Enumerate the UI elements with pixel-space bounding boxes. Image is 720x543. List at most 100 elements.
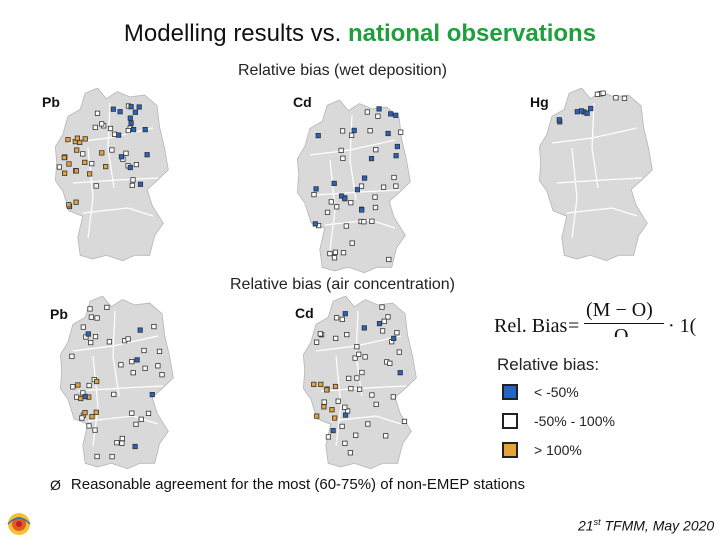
station-marker-mid (344, 332, 350, 338)
station-marker-mid (340, 250, 347, 256)
formula-fraction-bar (584, 323, 664, 324)
station-marker-mid (142, 365, 148, 371)
station-marker-mid (129, 359, 135, 365)
map-pb-air-concentration (53, 296, 177, 474)
station-marker-mid (372, 204, 379, 211)
wet-deposition-heading: Relative bias (wet deposition) (238, 62, 447, 79)
station-marker-low (330, 427, 336, 434)
station-marker-mid (357, 386, 363, 392)
station-marker-low (312, 221, 318, 227)
station-marker-mid (373, 147, 379, 153)
station-marker-mid (133, 421, 139, 427)
station-marker-mid (369, 218, 375, 224)
formula-multiplier: · 1( (668, 315, 697, 337)
station-marker-mid (379, 304, 385, 310)
station-marker-mid (88, 340, 94, 346)
station-marker-mid (331, 255, 338, 261)
station-marker-mid (325, 434, 332, 440)
station-marker-low (376, 320, 383, 327)
state-border (571, 147, 578, 239)
station-marker-low (385, 130, 391, 137)
station-marker-mid (119, 435, 125, 442)
station-marker-mid (346, 375, 352, 381)
station-marker-mid (313, 339, 320, 345)
map-label-hg-wet: Hg (530, 94, 549, 110)
station-marker-high (82, 410, 88, 416)
legend-label-low: < -50% (534, 384, 579, 400)
station-marker-mid (333, 335, 339, 342)
station-marker-low (556, 117, 562, 123)
station-marker-mid (327, 250, 333, 257)
station-marker-mid (401, 418, 408, 424)
station-marker-mid (348, 200, 354, 206)
station-marker-mid (79, 415, 85, 421)
station-marker-mid (600, 90, 606, 96)
station-marker-mid (361, 219, 367, 225)
map-label-cd-wet: Cd (293, 94, 312, 110)
station-marker-mid (332, 249, 339, 255)
slide-title: Modelling results vs. national observati… (0, 20, 720, 48)
station-marker-low (359, 207, 365, 213)
station-marker-low (394, 143, 400, 150)
station-marker-mid (375, 113, 381, 119)
station-marker-low (144, 152, 150, 158)
station-marker-low (342, 196, 348, 202)
station-marker-mid (334, 204, 340, 210)
pb-wet-svg (54, 88, 169, 262)
station-marker-low (137, 327, 143, 333)
station-marker-low (331, 180, 337, 186)
hg-wet-svg (538, 88, 653, 262)
station-marker-mid (367, 128, 373, 134)
station-marker-mid (317, 331, 323, 337)
station-marker-mid (354, 375, 360, 381)
station-marker-mid (347, 450, 354, 456)
station-marker-mid (109, 147, 115, 153)
station-marker-mid (338, 147, 344, 154)
conclusion-bullet: Ø Reasonable agreement for the most (60-7… (50, 476, 525, 493)
station-marker-mid (94, 110, 101, 116)
state-border (556, 177, 643, 184)
title-plain: Modelling results vs. (123, 20, 349, 47)
station-marker-high (318, 381, 324, 387)
station-marker-mid (335, 398, 341, 404)
station-marker-low (142, 127, 148, 133)
station-marker-mid (349, 132, 355, 138)
station-marker-mid (86, 423, 92, 429)
station-marker-mid (342, 404, 348, 410)
station-marker-mid (339, 423, 345, 429)
station-marker-low (368, 156, 375, 162)
station-marker-high (61, 155, 67, 161)
station-marker-low (315, 133, 321, 139)
station-marker-mid (123, 150, 129, 156)
station-marker-mid (156, 348, 163, 355)
legend-swatch-blue (502, 384, 518, 400)
station-marker-mid (362, 354, 368, 360)
station-marker-low (584, 110, 590, 116)
station-marker-mid (334, 315, 340, 321)
station-marker-high (324, 387, 330, 393)
station-marker-mid (353, 432, 359, 438)
state-border (112, 310, 120, 397)
station-marker-mid (328, 199, 334, 205)
station-marker-mid (130, 370, 136, 376)
station-marker-low (128, 120, 134, 126)
station-marker-mid (114, 440, 120, 446)
station-marker-high (73, 168, 80, 174)
station-marker-mid (89, 161, 95, 167)
station-marker-mid (349, 240, 355, 246)
state-border (320, 385, 407, 392)
station-marker-low (134, 357, 140, 363)
station-marker-mid (70, 384, 76, 390)
station-marker-mid (107, 125, 114, 132)
station-marker-low (132, 443, 138, 450)
station-marker-high (74, 135, 81, 141)
station-marker-low (376, 106, 382, 112)
station-marker-mid (398, 129, 404, 135)
legend-label-high: > 100% (534, 442, 582, 458)
station-marker-mid (373, 401, 379, 407)
formula-equals: = (568, 315, 580, 337)
station-marker-mid (387, 360, 393, 366)
formula-numerator: (M − O) (586, 301, 653, 321)
station-marker-mid (93, 183, 99, 189)
station-marker-low (127, 115, 133, 121)
